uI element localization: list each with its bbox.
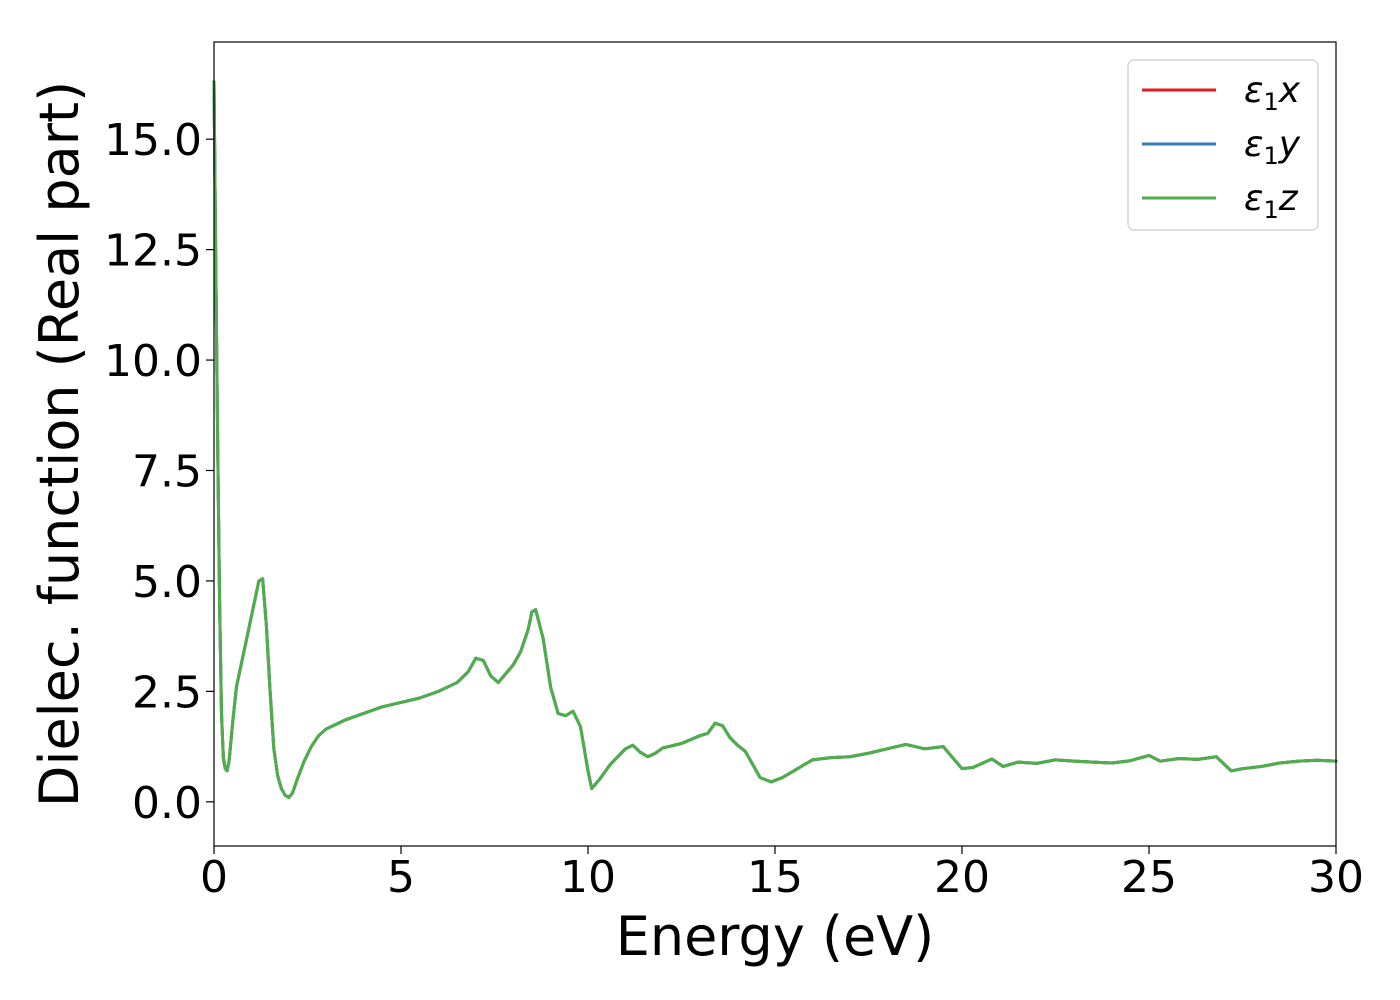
y-axis-label: Dielec. function (Real part) [28,81,91,807]
y-tick-label: 15.0 [104,115,202,166]
legend-items: ε1x ε1y ε1z [1142,70,1301,224]
series-layer [212,80,1338,799]
legend: ε1x ε1y ε1z [1127,59,1319,231]
x-tick-label: 30 [1308,852,1364,903]
x-axis-ticks: 0 5 10 15 20 25 30 [200,846,1364,903]
y-tick-label: 7.5 [132,447,202,498]
x-tick-label: 5 [387,852,415,903]
legend-label-z: ε1z [1244,178,1299,224]
x-axis-label: Energy (eV) [616,905,935,968]
series-line-z [212,80,1338,799]
legend-box [1127,59,1319,231]
y-tick-label: 0.0 [132,778,202,829]
legend-label-y: ε1y [1244,124,1301,170]
y-tick-label: 12.5 [104,226,202,277]
x-tick-label: 15 [747,852,803,903]
y-axis-ticks: 0.0 2.5 5.0 7.5 10.0 12.5 15.0 [104,115,214,829]
y-tick-label: 2.5 [132,667,202,718]
y-tick-label: 5.0 [132,557,202,608]
x-tick-label: 10 [560,852,616,903]
x-tick-label: 0 [200,852,228,903]
x-tick-label: 20 [934,852,990,903]
x-tick-label: 25 [1121,852,1177,903]
y-tick-label: 10.0 [104,336,202,387]
legend-label-x: ε1x [1244,70,1301,116]
